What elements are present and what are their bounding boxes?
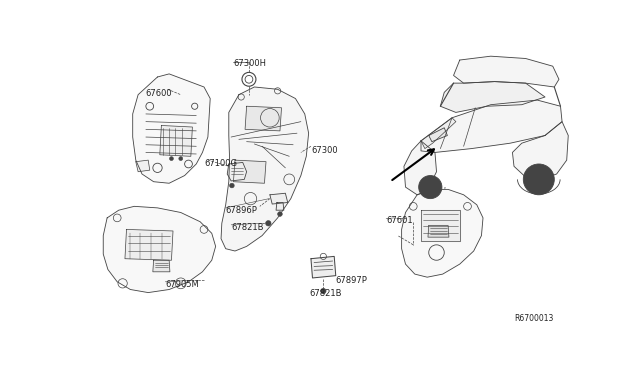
Polygon shape bbox=[125, 230, 173, 260]
Polygon shape bbox=[513, 122, 568, 179]
Text: 67821B: 67821B bbox=[231, 223, 264, 232]
Polygon shape bbox=[404, 141, 436, 195]
Circle shape bbox=[170, 157, 173, 161]
Circle shape bbox=[230, 183, 234, 188]
Polygon shape bbox=[160, 125, 193, 156]
Circle shape bbox=[419, 176, 442, 199]
Polygon shape bbox=[221, 87, 308, 251]
Circle shape bbox=[321, 288, 326, 294]
Polygon shape bbox=[132, 74, 210, 183]
Polygon shape bbox=[311, 256, 336, 278]
Polygon shape bbox=[421, 210, 460, 241]
Text: 67897P: 67897P bbox=[336, 276, 367, 285]
Text: 67300H: 67300H bbox=[234, 58, 266, 67]
Polygon shape bbox=[136, 160, 150, 172]
Circle shape bbox=[524, 164, 554, 195]
Polygon shape bbox=[276, 202, 284, 210]
Polygon shape bbox=[428, 225, 449, 237]
Circle shape bbox=[179, 157, 182, 161]
Text: 67600: 67600 bbox=[146, 89, 173, 98]
Text: R6700013: R6700013 bbox=[514, 314, 554, 323]
Polygon shape bbox=[402, 189, 483, 277]
Text: 67601: 67601 bbox=[386, 216, 413, 225]
Circle shape bbox=[278, 212, 282, 217]
Polygon shape bbox=[421, 118, 456, 148]
Polygon shape bbox=[153, 260, 170, 272]
Polygon shape bbox=[429, 128, 447, 142]
Polygon shape bbox=[270, 193, 288, 204]
Text: 67905M: 67905M bbox=[165, 280, 199, 289]
Polygon shape bbox=[234, 160, 266, 183]
Polygon shape bbox=[440, 81, 545, 112]
Polygon shape bbox=[227, 163, 246, 181]
Text: 67821B: 67821B bbox=[309, 289, 342, 298]
Polygon shape bbox=[421, 100, 562, 153]
Text: 67300: 67300 bbox=[311, 146, 337, 155]
Polygon shape bbox=[245, 106, 282, 131]
Circle shape bbox=[266, 221, 271, 226]
Text: 67100G: 67100G bbox=[204, 158, 237, 168]
Text: 67896P: 67896P bbox=[226, 206, 257, 215]
Polygon shape bbox=[454, 56, 559, 87]
Polygon shape bbox=[103, 206, 216, 293]
